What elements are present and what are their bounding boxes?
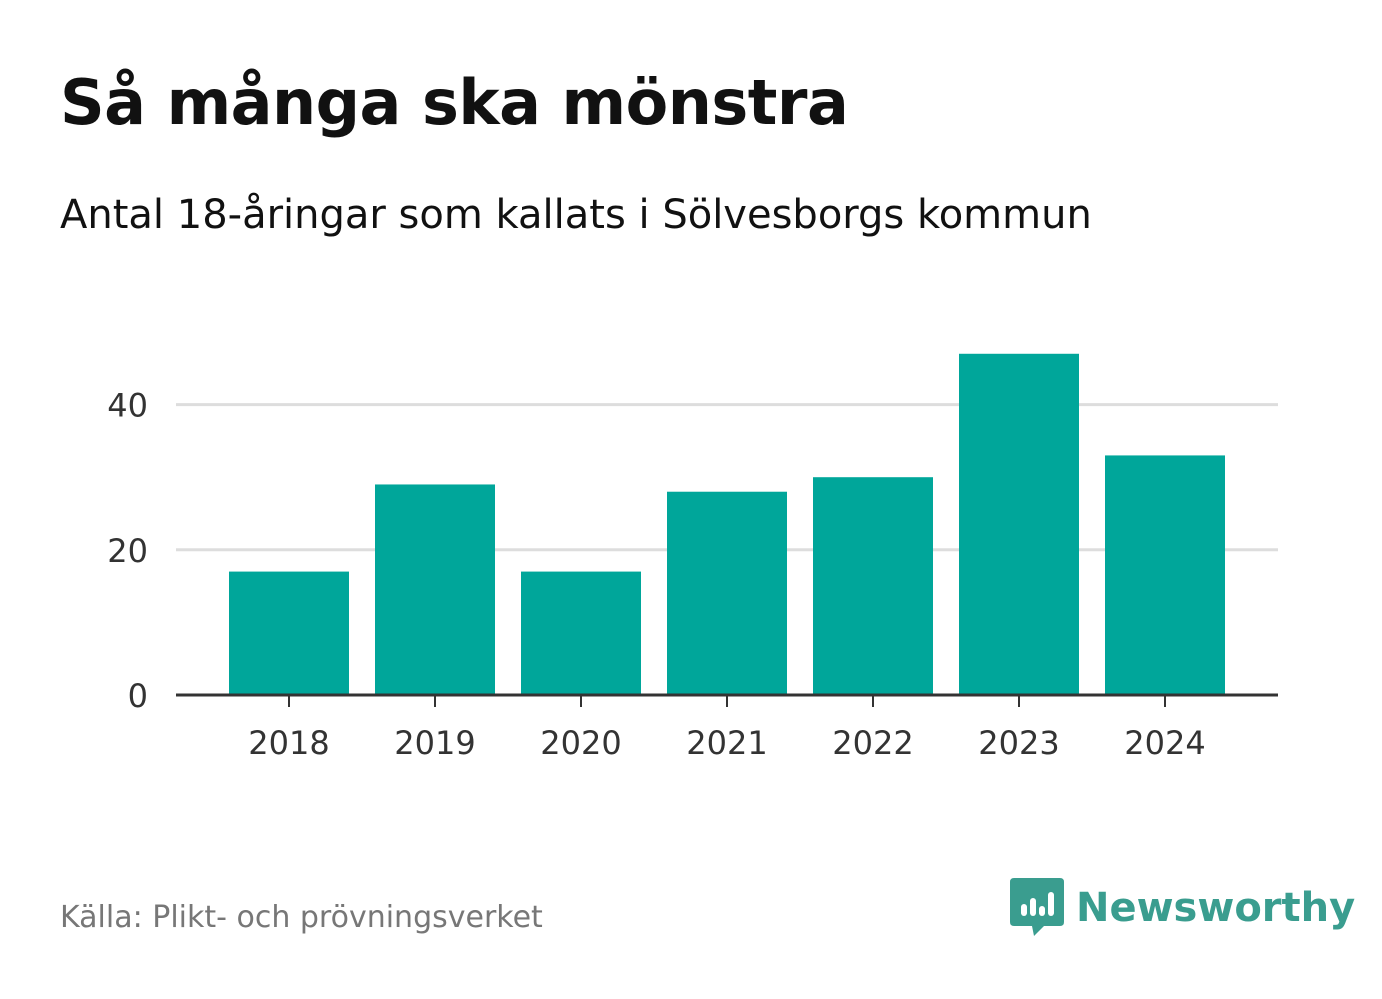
x-tick-label: 2022 (832, 724, 913, 762)
bar-2018 (229, 571, 349, 695)
source-note: Källa: Plikt- och prövningsverket (60, 900, 543, 935)
brand-name: Newsworthy (1076, 885, 1356, 931)
bar-2023 (959, 353, 1079, 695)
chart-title: Så många ska mönstra (60, 66, 849, 139)
x-tick-label: 2018 (248, 724, 329, 762)
y-tick-label: 40 (107, 387, 148, 425)
brand-logo: Newsworthy (1010, 878, 1355, 938)
bar-2024 (1105, 455, 1225, 695)
bar-2019 (375, 484, 495, 695)
chart-subtitle: Antal 18-åringar som kallats i Sölvesbor… (60, 192, 1092, 238)
x-tick-label: 2019 (394, 724, 475, 762)
y-tick-label: 20 (107, 532, 148, 570)
bar-2022 (813, 477, 933, 695)
bar-2021 (667, 491, 787, 695)
y-tick-label: 0 (128, 677, 148, 715)
x-tick-label: 2023 (978, 724, 1059, 762)
x-tick-label: 2021 (686, 724, 767, 762)
bar-2020 (521, 571, 641, 695)
x-tick-label: 2020 (540, 724, 621, 762)
bars (229, 353, 1225, 695)
newsworthy-logo-icon (1010, 878, 1064, 936)
x-tick-label: 2024 (1124, 724, 1205, 762)
axes: 0 20 40 2018 2019 2020 2021 2022 2023 2024 (107, 387, 1278, 762)
